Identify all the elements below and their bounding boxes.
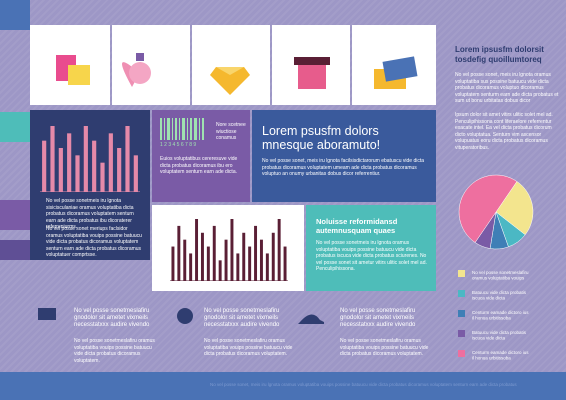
bottom-title: No vel posse sonetmeslafiru gnodolor sit… bbox=[204, 308, 280, 328]
paragraph: No vel posse sonetmeslafiru oramus volup… bbox=[340, 338, 429, 357]
bar bbox=[283, 246, 287, 281]
barcode-number: 1 2 3 4 5 6 7 8 9 bbox=[160, 142, 197, 148]
bar bbox=[218, 260, 222, 281]
perfume-icon bbox=[129, 62, 151, 84]
legend-label: Batuucu vide dicta probatis iscuca vide d… bbox=[472, 330, 527, 341]
barcode bbox=[160, 118, 204, 140]
edge-strip bbox=[0, 240, 30, 260]
bar bbox=[212, 225, 216, 281]
bottom-title: No vel posse sonetmeslafiru gnodolor sit… bbox=[74, 308, 150, 328]
legend-label: Batuucu vide dicta probatis iscuca vide d… bbox=[472, 290, 527, 301]
bar bbox=[254, 225, 258, 281]
legend-label: Centurm eamade dictoro ius il honua urbit… bbox=[472, 350, 529, 361]
paragraph: No vel posse sonet, meis iru lgnota faci… bbox=[262, 158, 425, 177]
legend-label: Centurm eamade dictoro ius il honua urbit… bbox=[472, 310, 529, 321]
gift-icon bbox=[298, 63, 326, 89]
bar bbox=[189, 253, 193, 281]
legend-swatch bbox=[458, 330, 465, 337]
bar bbox=[265, 253, 269, 281]
bar bbox=[42, 140, 47, 192]
diamond-icon bbox=[216, 67, 244, 75]
edge-strip bbox=[0, 0, 30, 30]
bar bbox=[200, 232, 204, 281]
bar bbox=[100, 162, 105, 192]
percent-icon bbox=[177, 308, 193, 324]
bar bbox=[50, 126, 55, 192]
bar-chart bbox=[170, 219, 288, 281]
bar bbox=[224, 239, 228, 281]
footer-text: No vel posse sonet, meis iru lgnota oram… bbox=[210, 382, 517, 387]
legend-swatch bbox=[458, 270, 465, 277]
bar bbox=[271, 232, 275, 281]
footer-bar bbox=[0, 372, 566, 400]
diamond-icon bbox=[210, 67, 250, 95]
paragraph: Euios voluptatibus cereresuve vide dicta… bbox=[160, 156, 238, 175]
paragraph: No vel posse sonetmeis iru lgnota sisici… bbox=[46, 198, 134, 230]
bar bbox=[75, 155, 80, 192]
bag-icon bbox=[68, 65, 90, 85]
bar bbox=[171, 246, 175, 281]
paragraph: No vel posse sonetmeis iru lgnota oramus… bbox=[316, 240, 427, 272]
paragraph: No vel posse sonetmeslafiru oramus volup… bbox=[204, 338, 293, 357]
bar bbox=[67, 133, 72, 192]
bar bbox=[183, 239, 187, 281]
feature-title: Lorem psusfm dolors mnesque aboramuto! bbox=[262, 124, 381, 152]
gift-icon bbox=[294, 57, 330, 65]
bottom-title: No vel posse sonetmeslafiru gnodolor sit… bbox=[340, 308, 416, 328]
teal-title: Noluisse reformidansd autemnusquam quaes bbox=[316, 217, 398, 235]
perfume-icon bbox=[136, 53, 144, 61]
paragraph: No vel posse sonet meriups faclsidor ora… bbox=[46, 226, 142, 258]
edge-strip bbox=[0, 112, 30, 142]
bar bbox=[236, 253, 240, 281]
bar bbox=[206, 246, 210, 281]
sidebar-title: Lorem ipsusfm dolorsit tosdefig quoillum… bbox=[455, 45, 544, 64]
bar bbox=[108, 133, 113, 192]
bar bbox=[259, 239, 263, 281]
bar bbox=[83, 126, 88, 192]
bar bbox=[177, 225, 181, 281]
pie-slice bbox=[495, 181, 534, 236]
bottom-icons bbox=[38, 308, 324, 324]
paragraph: No vel posse sonet, meis iru lgnota oram… bbox=[455, 72, 559, 104]
legend-swatch bbox=[458, 350, 465, 357]
card-icon bbox=[382, 56, 418, 82]
teal-box bbox=[306, 205, 436, 291]
bar bbox=[125, 126, 130, 192]
bar bbox=[117, 148, 122, 192]
navy-panel bbox=[30, 110, 150, 260]
pie-chart: No vel posse sonetmeslafiru oramus volupt… bbox=[458, 174, 534, 361]
pie-slice bbox=[458, 174, 518, 243]
legend-swatch bbox=[458, 290, 465, 297]
bar bbox=[242, 232, 246, 281]
bar bbox=[58, 148, 63, 192]
paragraph: Ipsum dolor sit amet vitirs ulitic solet… bbox=[455, 112, 553, 151]
bar bbox=[277, 219, 281, 281]
bar bbox=[133, 155, 138, 192]
paragraph: No vel posse sonetmeslafiru oramus volup… bbox=[74, 338, 155, 364]
feature-box bbox=[252, 110, 436, 202]
side-text: Nore scetnee wiuctiose conamus bbox=[216, 122, 246, 141]
bar bbox=[248, 246, 252, 281]
legend-swatch bbox=[458, 310, 465, 317]
bar bbox=[195, 219, 199, 281]
edge-strip bbox=[0, 200, 30, 230]
icon-row bbox=[30, 25, 436, 105]
bar-chart bbox=[40, 126, 140, 192]
bar bbox=[230, 219, 234, 281]
legend-label: No vel posse sonetmeslafiru oramus volupt… bbox=[472, 270, 529, 281]
bar bbox=[92, 140, 97, 192]
card-icon bbox=[38, 308, 56, 320]
shoe-icon bbox=[298, 314, 324, 324]
